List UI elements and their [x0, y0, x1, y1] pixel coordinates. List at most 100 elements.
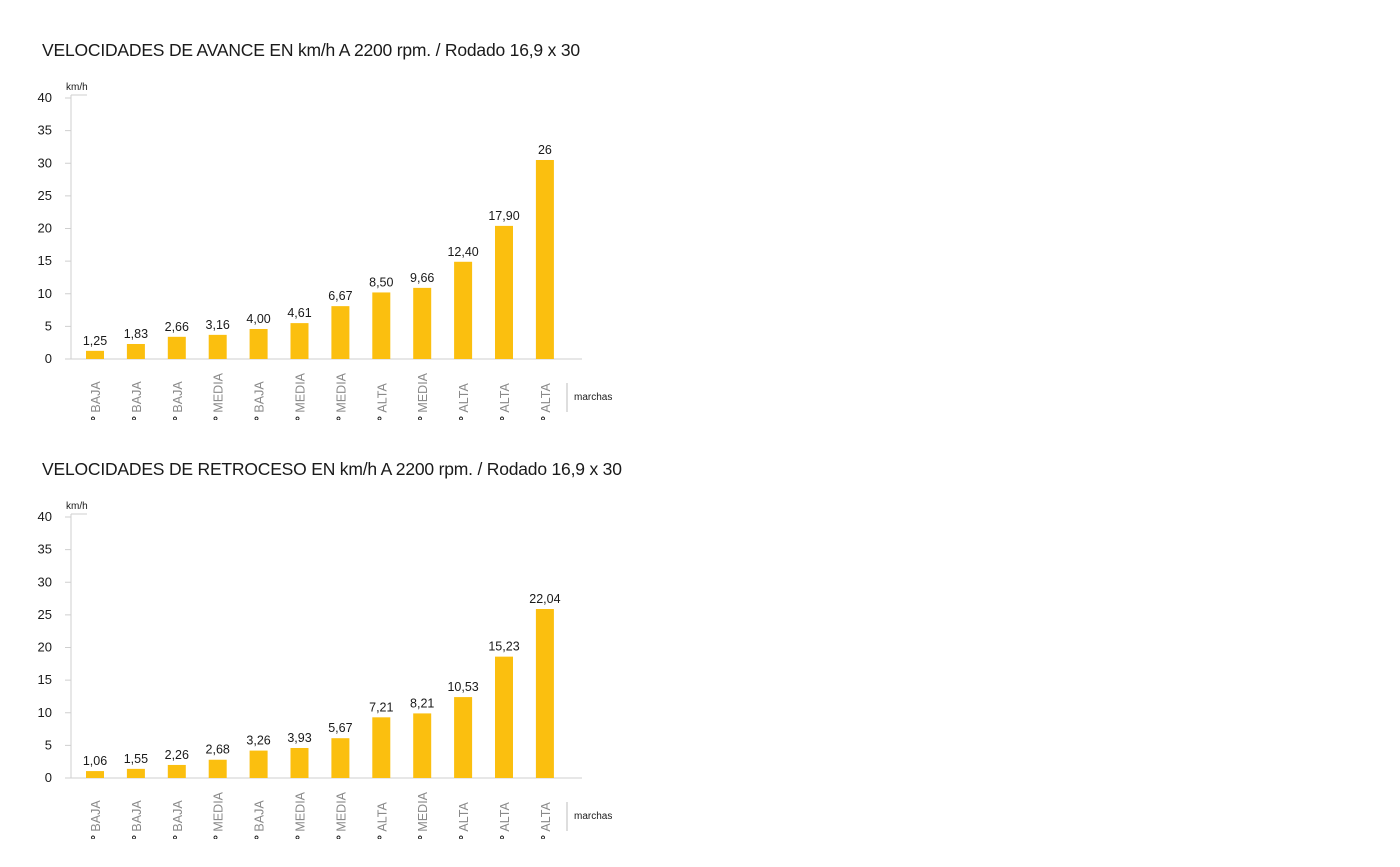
gear-number: 4° [253, 413, 267, 420]
x-tick-label: 3° MEDIA [334, 372, 348, 420]
gear-number: 2° [294, 832, 308, 839]
gear-range: BAJA [130, 381, 144, 413]
gear-number: 2° [130, 413, 144, 420]
x-tick-label: 4° MEDIA [416, 372, 430, 420]
bar [126, 768, 145, 778]
bar-value-label: 5,67 [328, 721, 352, 735]
bar-value-label: 8,50 [369, 275, 393, 289]
gear-range: BAJA [89, 381, 103, 413]
gear-range: ALTA [539, 382, 553, 412]
bar-value-label: 4,00 [246, 312, 270, 326]
gear-number: 4° [416, 413, 430, 420]
bar [413, 287, 432, 359]
bar-value-label: 2,66 [165, 320, 189, 334]
y-tick-label: 30 [38, 155, 52, 170]
y-tick-label: 40 [38, 90, 52, 105]
gear-range: BAJA [171, 381, 185, 413]
x-tick-label: 1° MEDIA [212, 372, 226, 420]
x-tick-label: 4° MEDIA [416, 791, 430, 839]
gear-number: 3° [171, 413, 185, 420]
y-tick-label: 15 [38, 253, 52, 268]
bar-value-label: 2,68 [206, 743, 230, 757]
bar [495, 656, 513, 778]
bar [535, 159, 554, 359]
y-tick-label: 20 [38, 221, 52, 236]
x-tick-label: 1° MEDIA [212, 791, 226, 839]
gear-number: 2° [457, 832, 471, 839]
y-tick-label: 35 [38, 542, 52, 557]
bar [208, 334, 227, 359]
bar-value-label: 3,26 [246, 734, 270, 748]
y-tick-label: 10 [38, 705, 52, 720]
bar-value-label: 1,83 [124, 327, 148, 341]
gear-number: 1° [89, 413, 103, 420]
bar-value-label: 17,90 [488, 209, 519, 223]
chart-avance: VELOCIDADES DE AVANCE EN km/h A 2200 rpm… [0, 0, 640, 420]
bar [535, 609, 554, 778]
gear-range: BAJA [171, 800, 185, 832]
gear-range: MEDIA [294, 791, 308, 831]
gear-range: MEDIA [294, 372, 308, 412]
bar [167, 336, 186, 359]
x-tick-label: 1° ALTA [375, 382, 389, 420]
y-tick-label: 10 [38, 286, 52, 301]
bar [331, 306, 350, 359]
bar-value-label: 3,16 [206, 318, 230, 332]
y-tick-label: 25 [38, 607, 52, 622]
bar [372, 292, 391, 359]
gear-number: 1° [89, 832, 103, 839]
x-tick-label: 2° BAJA [130, 800, 144, 839]
x-tick-label: 2° ALTA [457, 382, 471, 420]
gear-range: MEDIA [334, 791, 348, 831]
gear-range: MEDIA [212, 791, 226, 831]
gear-number: 4° [539, 413, 553, 420]
bar-value-label: 22,04 [529, 592, 560, 606]
gear-range: BAJA [89, 800, 103, 832]
gear-number: 2° [130, 832, 144, 839]
bar [454, 697, 473, 778]
x-axis-label: marchas [574, 392, 612, 403]
x-tick-label: 3° BAJA [171, 800, 185, 839]
y-tick-label: 30 [38, 574, 52, 589]
bar-value-label: 15,23 [488, 640, 519, 654]
y-tick-label: 0 [45, 770, 52, 785]
gear-range: MEDIA [416, 791, 430, 831]
x-tick-label: 2° ALTA [457, 801, 471, 839]
gear-range: BAJA [130, 800, 144, 832]
gear-number: 4° [539, 832, 553, 839]
gear-number: 1° [212, 832, 226, 839]
gear-range: MEDIA [334, 372, 348, 412]
x-tick-label: 1° BAJA [89, 381, 103, 420]
bar-value-label: 6,67 [328, 289, 352, 303]
x-tick-label: 1° ALTA [375, 801, 389, 839]
gear-number: 1° [375, 413, 389, 420]
bar-value-label: 1,06 [83, 754, 107, 768]
bar-value-label: 7,21 [369, 700, 393, 714]
bar [495, 225, 513, 359]
y-tick-label: 5 [45, 737, 52, 752]
gear-number: 3° [334, 832, 348, 839]
gear-number: 2° [457, 413, 471, 420]
gear-range: BAJA [253, 381, 267, 413]
gear-number: 4° [253, 832, 267, 839]
bar-chart-retroceso: km/h 0 5 10 15 20 25 30 35 40 1,06 1° BAJA 1,55 2° BA… [38, 501, 613, 839]
x-tick-label: 2° MEDIA [294, 791, 308, 839]
gear-number: 3° [498, 832, 512, 839]
bar [249, 328, 268, 359]
bar [86, 350, 104, 359]
y-tick-label: 20 [38, 640, 52, 655]
bar [413, 713, 432, 778]
gear-range: ALTA [375, 382, 389, 412]
bar [208, 759, 227, 778]
x-tick-label: 1° BAJA [89, 800, 103, 839]
gear-range: ALTA [498, 801, 512, 831]
gear-range: ALTA [498, 382, 512, 412]
bar-value-label: 4,61 [287, 306, 311, 320]
gear-range: BAJA [253, 800, 267, 832]
y-axis-unit-label: km/h [66, 82, 88, 93]
gear-number: 3° [171, 832, 185, 839]
gear-number: 3° [498, 413, 512, 420]
gear-number: 4° [416, 832, 430, 839]
x-tick-label: 2° MEDIA [294, 372, 308, 420]
bar-value-label: 1,55 [124, 752, 148, 766]
